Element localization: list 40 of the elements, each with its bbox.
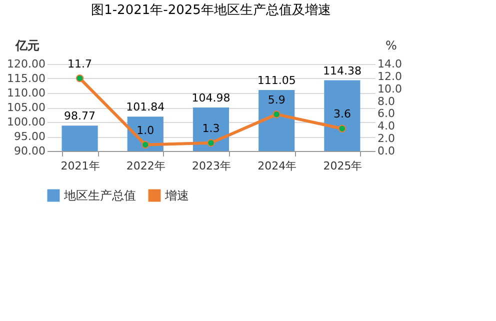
legend-label: 增速 xyxy=(164,188,189,203)
point xyxy=(76,74,84,82)
x-tick-label: 2024年 xyxy=(258,160,297,172)
data-label: 1.0 xyxy=(136,124,154,137)
y-tick-label: 105.00 xyxy=(7,101,46,114)
y2-tick-label: 8.0 xyxy=(378,94,395,108)
x-tick-label: 2022年 xyxy=(126,160,166,172)
y2-axis-title: % xyxy=(386,38,397,52)
data-label: 11.7 xyxy=(68,57,92,70)
x-tick-label: 2025年 xyxy=(323,160,362,172)
y2-tick-label: 14.0 xyxy=(378,58,402,70)
x-tick-label: 2023年 xyxy=(192,160,231,172)
y2-tick-label: 0.0 xyxy=(378,144,395,158)
point xyxy=(207,139,215,147)
y-tick-label: 90.00 xyxy=(14,144,46,158)
point xyxy=(338,124,346,132)
data-label: 1.3 xyxy=(202,122,220,135)
data-label: 101.84 xyxy=(126,100,165,114)
y2-tick-label: 12.0 xyxy=(378,70,402,83)
y2-tick-label: 10.0 xyxy=(378,82,402,96)
y2-tick-label: 2.0 xyxy=(378,132,395,146)
data-label: 5.9 xyxy=(268,93,286,106)
y-tick-label: 115.00 xyxy=(7,72,46,85)
y-tick-label: 120.00 xyxy=(7,58,46,70)
x-tick-label: 2021年 xyxy=(60,160,100,172)
y-tick-label: 110.00 xyxy=(7,86,46,100)
point xyxy=(272,110,280,118)
y-axis-title: 亿元 xyxy=(14,38,40,52)
data-label: 104.98 xyxy=(192,92,230,105)
point xyxy=(142,140,150,149)
legend-label: 地区生产总值 xyxy=(63,188,136,203)
y-tick-label: 100.00 xyxy=(7,116,46,128)
y-tick-label: 95.00 xyxy=(14,130,46,143)
y2-tick-label: 6.0 xyxy=(378,107,395,120)
data-label: 3.6 xyxy=(333,108,351,121)
data-label: 111.05 xyxy=(257,74,296,87)
data-label: 98.77 xyxy=(64,110,96,123)
data-label: 114.38 xyxy=(322,64,362,78)
chart-title: 图1-2021年-2025年地区生产总值及增速 xyxy=(91,3,331,18)
y2-tick-label: 4.0 xyxy=(378,120,395,133)
